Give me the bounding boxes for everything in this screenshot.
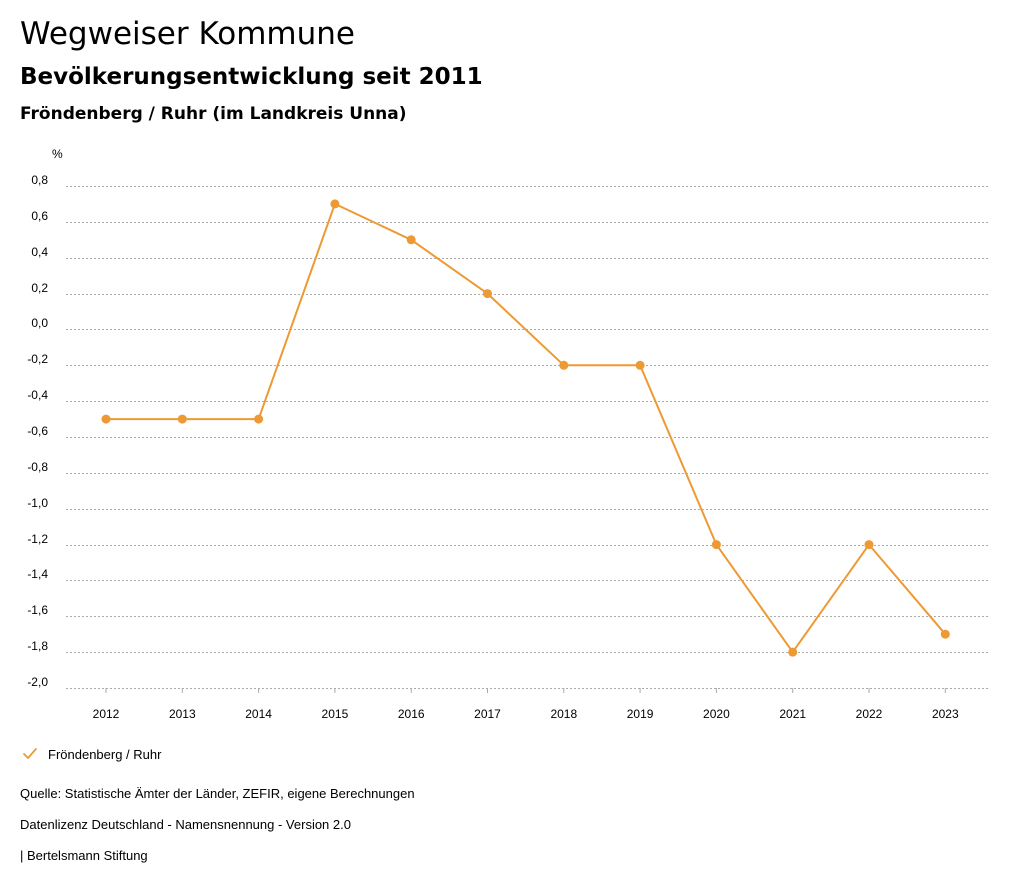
y-tick-label: -0,4 <box>27 388 48 402</box>
data-point[interactable] <box>483 289 492 299</box>
license-note: Datenlizenz Deutschland - Namensnennung … <box>20 817 351 832</box>
region-label: Fröndenberg / Ruhr (im Landkreis Unna) <box>20 104 407 124</box>
y-tick-label: -1,6 <box>27 603 48 617</box>
y-tick-label: -0,6 <box>27 424 48 438</box>
x-tick-label: 2022 <box>856 707 883 721</box>
x-tick-label: 2021 <box>779 707 806 721</box>
y-tick-label: -2,0 <box>27 675 48 689</box>
y-tick-label: 0,6 <box>31 209 48 223</box>
x-tick-label: 2015 <box>322 707 349 721</box>
chart-subtitle: Bevölkerungsentwicklung seit 2011 <box>20 64 483 90</box>
x-tick-label: 2017 <box>474 707 501 721</box>
data-point[interactable] <box>788 647 798 657</box>
legend[interactable]: Fröndenberg / Ruhr <box>20 744 161 764</box>
y-tick-label: -1,8 <box>27 639 48 653</box>
y-tick-label: 0,2 <box>31 281 48 295</box>
y-tick-label: -0,2 <box>27 352 48 366</box>
x-tick-label: 2019 <box>627 707 654 721</box>
y-axis-label: % <box>52 147 63 161</box>
y-tick-label: 0,8 <box>31 173 48 187</box>
data-point[interactable] <box>864 540 874 550</box>
x-tick-label: 2018 <box>550 707 577 721</box>
series-layer <box>101 199 950 657</box>
data-point[interactable] <box>101 414 111 424</box>
y-tick-label: -1,4 <box>27 567 48 581</box>
data-point[interactable] <box>177 414 187 424</box>
y-axis-ticks: 0,8 0,6 0,4 0,2 0,0 -0,2 -0,4 -0,6 -0,8 -1,0 -1,2 -… <box>27 173 48 689</box>
line-chart: 0,8 0,6 0,4 0,2 0,0 -0,2 -0,4 -0,6 -0,8 -1,0 -1,2 -… <box>27 147 990 721</box>
x-tick-label: 2016 <box>398 707 425 721</box>
x-tick-label: 2020 <box>703 707 730 721</box>
x-tick-label: 2012 <box>93 707 120 721</box>
data-point[interactable] <box>254 414 264 424</box>
data-point[interactable] <box>406 235 416 245</box>
publisher-note: | Bertelsmann Stiftung <box>20 848 148 863</box>
data-point[interactable] <box>940 629 950 639</box>
x-tick-label: 2013 <box>169 707 196 721</box>
data-point[interactable] <box>559 360 569 370</box>
data-point[interactable] <box>330 199 340 209</box>
y-tick-label: -0,8 <box>27 460 48 474</box>
data-point[interactable] <box>711 540 721 550</box>
check-icon <box>23 748 37 759</box>
legend-label: Fröndenberg / Ruhr <box>48 746 162 762</box>
page-title: Wegweiser Kommune <box>20 16 355 52</box>
y-tick-label: 0,4 <box>31 245 48 259</box>
x-tick-label: 2014 <box>245 707 272 721</box>
y-tick-label: 0,0 <box>31 316 48 330</box>
series-line <box>106 202 947 654</box>
data-point[interactable] <box>635 360 645 370</box>
y-tick-label: -1,0 <box>27 496 48 510</box>
x-tick-label: 2023 <box>932 707 959 721</box>
x-axis-ticks: 2012 2013 2014 2015 2016 2017 2018 2019 2020 2021… <box>93 688 959 721</box>
grid-lines <box>66 186 990 689</box>
source-note: Quelle: Statistische Ämter der Länder, Z… <box>20 786 415 801</box>
y-tick-label: -1,2 <box>27 532 48 546</box>
